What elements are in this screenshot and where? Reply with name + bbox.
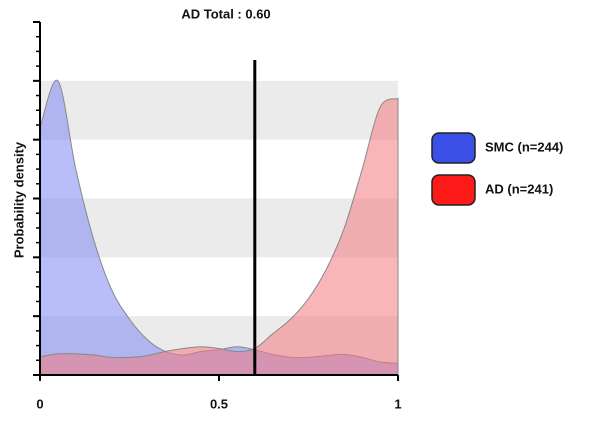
x-tick-label: 1: [394, 396, 401, 411]
x-tick-label: 0: [36, 396, 43, 411]
x-tick-label: 0.5: [210, 396, 228, 411]
density-area: [39, 97, 399, 376]
grid-band: [40, 80, 398, 140]
legend-label: SMC (n=244): [485, 139, 563, 154]
legend-swatch: [431, 132, 476, 164]
y-axis-label: Probability density: [11, 141, 26, 258]
chart-title: AD Total : 0.60: [181, 6, 270, 21]
legend-label: AD (n=241): [485, 181, 553, 196]
legend-swatch: [431, 174, 476, 206]
